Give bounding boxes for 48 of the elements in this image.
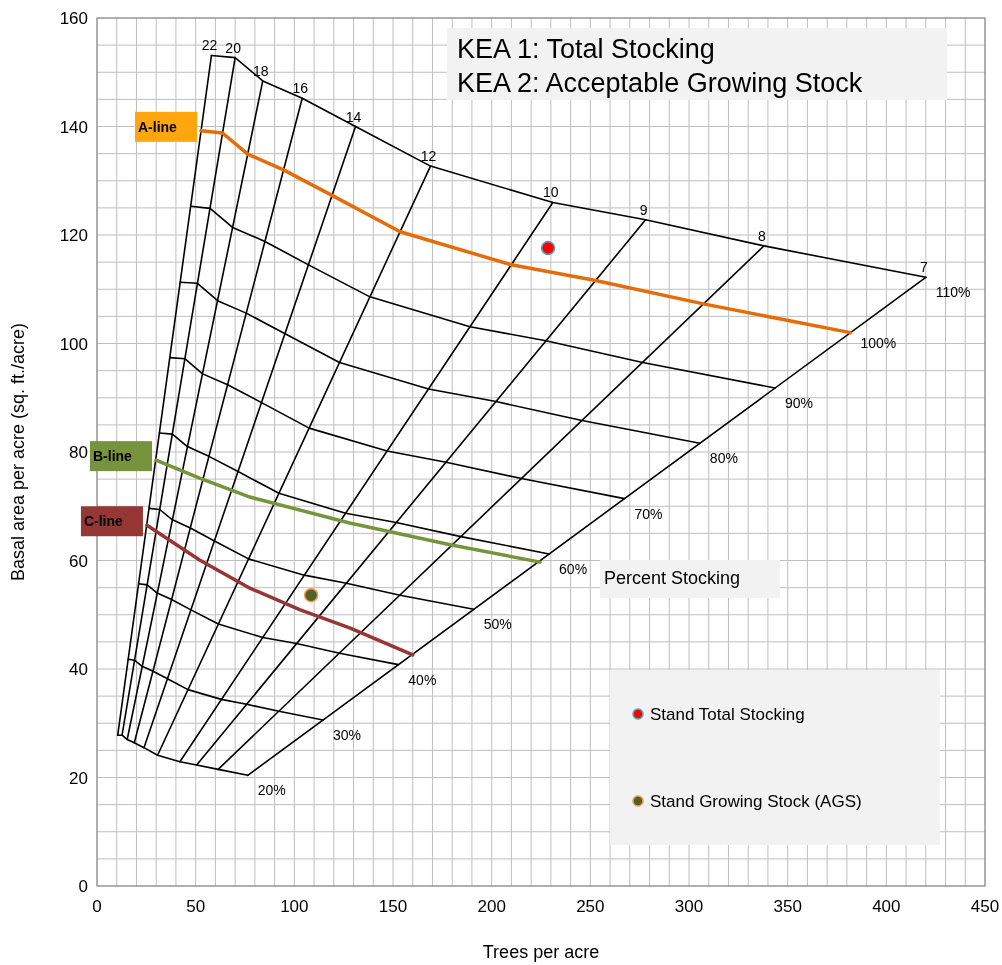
series-label: 9 xyxy=(639,201,648,218)
series-label: 40% xyxy=(408,671,437,688)
series-label: 70% xyxy=(634,505,663,522)
annotation: Percent Stocking xyxy=(604,568,741,588)
series-label: 80% xyxy=(709,450,738,467)
series-label: A-line xyxy=(137,118,178,135)
series-label: 22 xyxy=(201,37,218,54)
series-label: 90% xyxy=(785,394,814,411)
text: KEA 1: Total Stocking KEA 2: Acceptable Growing Stock xyxy=(457,34,863,98)
x-tick-label: 250 xyxy=(576,897,605,916)
series-label: 50% xyxy=(483,616,512,633)
y-tick-label: 0 xyxy=(78,877,88,896)
series-label: 110% xyxy=(935,284,971,301)
series-label: 10 xyxy=(543,184,559,201)
series-label: 7 xyxy=(919,259,928,276)
y-tick-label: 20 xyxy=(69,768,88,788)
x-tick-label: 100 xyxy=(280,897,309,916)
series-label: 8 xyxy=(758,227,767,244)
x-tick-label: 400 xyxy=(872,897,901,916)
series-label: 14 xyxy=(345,108,362,125)
x-tick-label: 350 xyxy=(773,897,802,916)
y-axis-title: Basal area per acre (sq. ft./acre) xyxy=(8,322,28,582)
x-tick-label: 150 xyxy=(378,897,408,916)
y-tick-label: 40 xyxy=(69,660,88,679)
y-tick-label: 160 xyxy=(59,9,88,28)
series-label: 12 xyxy=(420,148,437,165)
series-label: 30% xyxy=(332,726,361,743)
annotation: 100% xyxy=(860,334,897,351)
x-tick-label: 50 xyxy=(186,897,206,916)
x-tick-label: 300 xyxy=(674,897,704,916)
legend-label: Stand Growing Stock (AGS) xyxy=(650,792,862,811)
y-tick-label: 140 xyxy=(59,117,88,137)
y-tick-label: 80 xyxy=(69,443,88,462)
series-label: 20 xyxy=(225,39,242,56)
y-tick-label: 100 xyxy=(59,334,88,354)
series-label: C-line xyxy=(83,513,124,530)
series-label: 20% xyxy=(257,782,286,799)
x-tick-label: 450 xyxy=(970,897,1000,916)
legend-label: Stand Total Stocking xyxy=(650,705,805,724)
x-tick-label: 0 xyxy=(92,897,102,916)
x-axis-title: Trees per acre xyxy=(482,942,600,962)
y-tick-label: 60 xyxy=(69,551,88,571)
x-tick-label: 200 xyxy=(477,897,506,916)
series-label: 60% xyxy=(559,560,588,577)
y-tick-label: 120 xyxy=(59,226,88,245)
series-label: 16 xyxy=(292,80,309,97)
series-label: 18 xyxy=(252,62,269,79)
series-label: B-line xyxy=(93,448,133,465)
